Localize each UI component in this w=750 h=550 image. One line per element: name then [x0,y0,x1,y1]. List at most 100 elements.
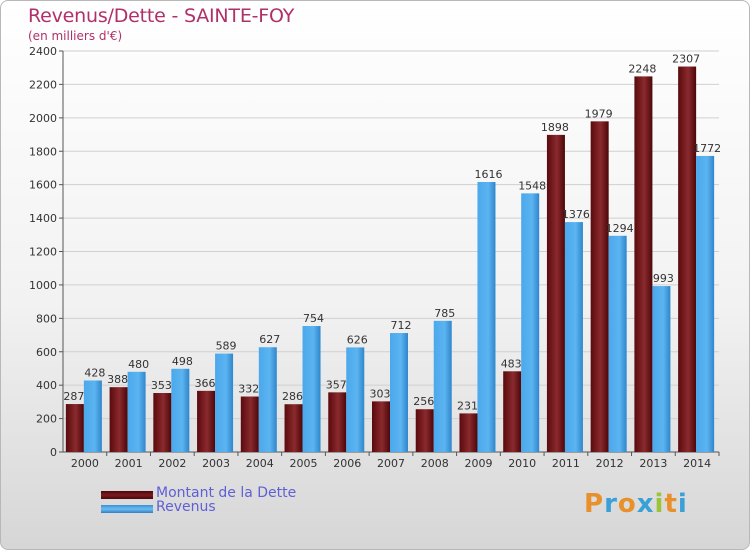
logo-letter: t [664,489,678,519]
x-tick-label: 2004 [246,457,274,470]
revenus-value-label: 480 [128,358,149,371]
proxiti-logo: Proxiti [584,489,688,519]
revenus-bar [346,347,365,452]
y-tick-label: 1400 [29,212,57,225]
y-tick-label: 2000 [29,112,57,125]
x-tick-label: 2013 [639,457,667,470]
dette-bar [328,392,347,452]
revenus-value-label: 1548 [518,179,546,192]
logo-letter: P [584,489,605,519]
revenus-bar [302,326,321,452]
y-tick-label: 400 [36,379,57,392]
x-tick-label: 2005 [290,457,318,470]
dette-value-label: 332 [238,383,259,396]
x-tick-label: 2008 [421,457,449,470]
logo-letter: i [677,489,688,519]
y-tick-label: 1000 [29,279,57,292]
revenus-value-label: 754 [303,312,324,325]
x-tick-label: 2001 [115,457,143,470]
x-tick-label: 2012 [596,457,624,470]
x-tick-label: 2014 [683,457,711,470]
x-tick-label: 2000 [71,457,99,470]
x-tick-label: 2010 [508,457,536,470]
dette-bar [284,404,303,452]
dette-value-label: 2248 [628,62,656,75]
revenus-value-label: 785 [434,307,455,320]
dette-bar [372,401,390,452]
revenus-bar [390,333,408,452]
revenus-value-label: 627 [259,333,280,346]
dette-value-label: 357 [326,378,347,391]
dette-bar [153,393,172,452]
revenus-bar [477,181,496,452]
labels-layer: 0 200 400 600 800 1000 1200 1400 1600 1800 2000 220… [29,45,721,470]
revenus-bar [127,371,146,452]
x-tick-label: 2009 [464,457,492,470]
y-tick-label: 2200 [29,78,57,91]
revenus-value-label: 993 [653,272,674,285]
dette-value-label: 231 [457,399,478,412]
x-tick-label: 2007 [377,457,405,470]
y-tick-label: 1200 [29,246,57,259]
revenus-value-label: 1294 [606,222,634,235]
x-tick-label: 2002 [158,457,186,470]
dette-bar [109,387,128,452]
dette-value-label: 366 [195,377,216,390]
chart-title: Revenus/Dette - SAINTE-FOY [28,5,295,27]
y-tick-label: 800 [36,312,57,325]
y-tick-label: 2400 [29,45,57,58]
revenus-bar [521,193,540,453]
revenus-value-label: 712 [391,319,412,332]
logo-letter: i [654,489,665,519]
legend-swatch-revenus [101,505,153,513]
revenus-bar [433,320,452,452]
dette-bar [197,390,216,452]
revenus-bar [696,155,715,452]
revenus-bar [171,368,190,452]
dette-value-label: 256 [413,395,434,408]
y-tick-label: 1600 [29,179,57,192]
dette-bar [503,371,522,452]
revenus-value-label: 1772 [693,142,721,155]
revenus-value-label: 428 [84,366,105,379]
dette-bar [590,121,609,452]
dette-bar [459,413,478,452]
revenus-bar [652,286,671,452]
revenus-bar [564,222,583,452]
revenus-value-label: 589 [216,340,237,353]
dette-value-label: 303 [370,387,391,400]
y-tick-label: 200 [36,413,57,426]
y-tick-label: 600 [36,346,57,359]
legend-label-revenus: Revenus [156,499,216,515]
dette-value-label: 388 [107,373,128,386]
dette-value-label: 483 [501,357,522,370]
dette-bar [634,76,653,452]
x-tick-label: 2006 [333,457,361,470]
dette-bar [546,134,565,452]
revenus-bar [608,235,627,452]
dette-value-label: 286 [282,390,303,403]
revenus-value-label: 626 [347,333,368,346]
dette-value-label: 1979 [585,107,613,120]
revenus-value-label: 498 [172,355,193,368]
revenus-value-label: 1616 [474,168,502,181]
dette-value-label: 353 [151,379,172,392]
dette-bar [240,396,259,452]
y-tick-label: 1800 [29,145,57,158]
revenus-bar [83,380,102,452]
dette-bar [415,409,434,452]
dette-value-label: 287 [63,390,84,403]
revenus-bar [258,347,277,452]
revenus-bar [215,353,234,452]
dette-value-label: 1898 [541,121,569,134]
dette-value-label: 2307 [672,53,700,66]
legend-label-dette: Montant de la Dette [156,485,297,501]
revenus-value-label: 1376 [562,208,590,221]
logo-letter: r [604,489,618,519]
x-tick-label: 2011 [552,457,580,470]
bars-layer [65,66,715,453]
chart-subtitle: (en milliers d'€) [28,29,123,43]
y-tick-label: 0 [50,446,57,459]
